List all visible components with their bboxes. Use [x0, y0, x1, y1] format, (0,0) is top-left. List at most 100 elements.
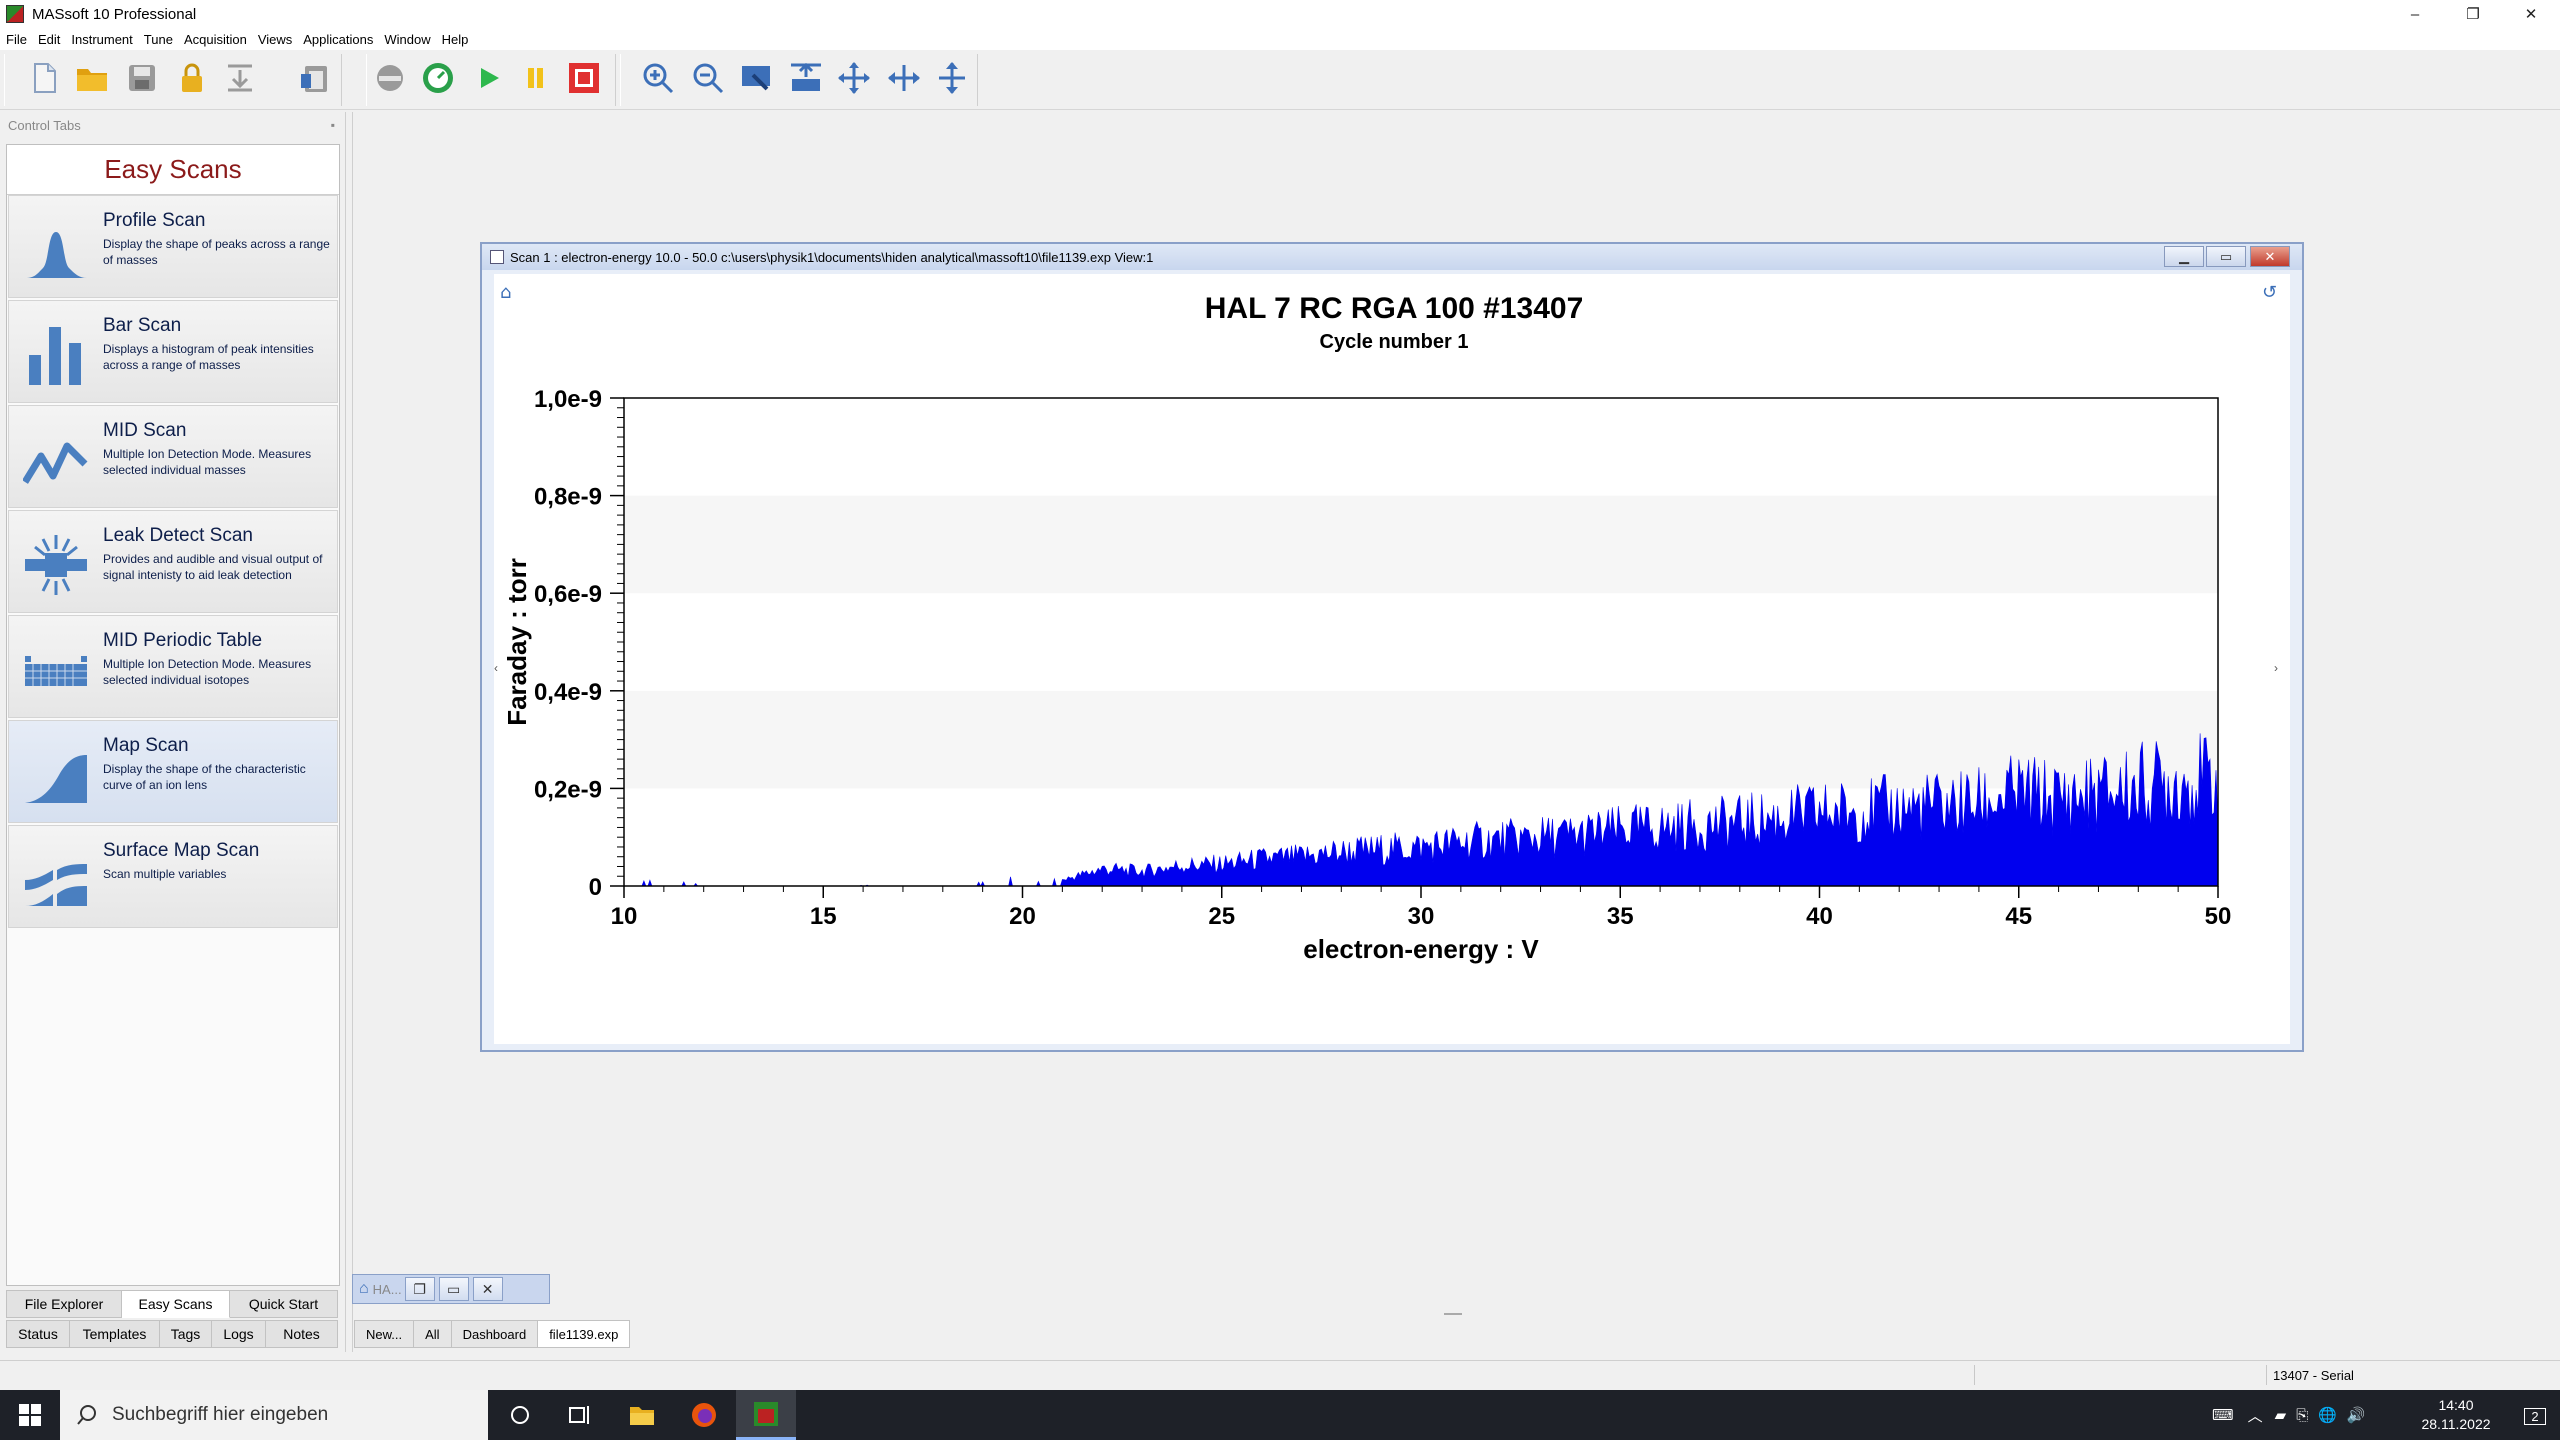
taskbar-search[interactable]: Suchbegriff hier eingeben	[60, 1390, 488, 1440]
expand-horizontal-icon[interactable]	[886, 60, 922, 96]
windows-start-icon[interactable]	[0, 1390, 60, 1440]
firefox-icon[interactable]	[674, 1390, 734, 1440]
tab-notes[interactable]: Notes	[266, 1320, 338, 1348]
window-title: MASsoft 10 Professional	[32, 5, 197, 23]
new-file-icon[interactable]	[26, 60, 62, 96]
scan-maximize-button[interactable]: ▭	[2206, 246, 2246, 267]
cortana-icon[interactable]	[490, 1390, 550, 1440]
close-icon[interactable]: ✕	[472, 1277, 503, 1301]
notification-count: 2	[2524, 1407, 2546, 1425]
menu-file[interactable]: File	[6, 31, 27, 47]
x-tick-label: 50	[2205, 903, 2232, 930]
splitter-handle[interactable]	[1444, 1313, 1462, 1315]
tab-file-explorer[interactable]: File Explorer	[6, 1290, 122, 1318]
volume-icon[interactable]: 🔊	[2346, 1407, 2366, 1424]
tab-status[interactable]: Status	[6, 1320, 70, 1348]
menu-bar: File Edit Instrument Tune Acquisition Vi…	[0, 28, 2560, 50]
profile-scan-item[interactable]: Profile Scan Display the shape of peaks …	[8, 195, 338, 298]
scan-item-title: MID Periodic Table	[103, 630, 263, 651]
x-tick-label: 30	[1408, 903, 1435, 930]
home-icon: ⌂	[359, 1280, 369, 1297]
tab-file1139[interactable]: file1139.exp	[538, 1320, 631, 1348]
tab-logs[interactable]: Logs	[212, 1320, 266, 1348]
massoft-taskbar-icon[interactable]	[736, 1390, 796, 1440]
tab-new[interactable]: New...	[354, 1320, 415, 1348]
electron-energy-chart[interactable]: ⌂ ↺ › ‹ HAL 7 RC RGA 100 #13407 Cycle number …	[494, 274, 2290, 1044]
bar-scan-item[interactable]: Bar Scan Displays a histogram of peak in…	[8, 300, 338, 403]
zoom-fit-icon[interactable]	[788, 60, 824, 96]
open-folder-icon[interactable]	[74, 60, 110, 96]
y-tick-label: 0	[589, 874, 602, 901]
keyboard-icon[interactable]: ⌨	[2212, 1407, 2234, 1424]
minimize-button[interactable]: –	[2410, 5, 2420, 23]
tab-dashboard[interactable]: Dashboard	[451, 1320, 539, 1348]
tray-chevron-icon[interactable]: ︿	[2247, 1407, 2263, 1425]
toolbar	[0, 50, 2560, 110]
search-icon	[77, 1405, 96, 1425]
mid-scan-icon	[23, 442, 88, 484]
save-icon[interactable]	[124, 60, 160, 96]
menu-views[interactable]: Views	[257, 31, 293, 47]
zoom-in-icon[interactable]	[640, 60, 676, 96]
menu-help[interactable]: Help	[441, 31, 469, 47]
x-tick-label: 25	[1208, 903, 1235, 930]
shield-icon[interactable]: ▰	[2274, 1407, 2287, 1424]
vacuum-icon[interactable]	[372, 60, 408, 96]
usb-icon[interactable]: ⎘	[2296, 1406, 2309, 1424]
pan-icon[interactable]	[836, 60, 872, 96]
mid-periodic-table-item[interactable]: MID Periodic Table Multiple Ion Detectio…	[8, 615, 338, 718]
app-logo-icon	[6, 5, 24, 23]
tab-easy-scans[interactable]: Easy Scans	[122, 1290, 230, 1318]
expand-vertical-icon[interactable]	[934, 60, 970, 96]
right-expand-icon[interactable]: ›	[2274, 661, 2278, 675]
stop-icon[interactable]	[566, 60, 602, 96]
gauge-icon[interactable]	[420, 60, 456, 96]
tab-quick-start[interactable]: Quick Start	[230, 1290, 338, 1318]
restore-icon[interactable]: ❐	[404, 1277, 435, 1301]
task-view-icon[interactable]	[550, 1390, 610, 1440]
tab-tags[interactable]: Tags	[160, 1320, 212, 1348]
leak-detect-scan-item[interactable]: Leak Detect Scan Provides and audible an…	[8, 510, 338, 613]
lock-icon[interactable]	[174, 60, 210, 96]
map-scan-icon	[25, 755, 87, 803]
grid-band	[624, 593, 2218, 691]
menu-edit[interactable]: Edit	[37, 31, 61, 47]
zoom-out-icon[interactable]	[690, 60, 726, 96]
scan-item-title: MID Scan	[103, 420, 187, 441]
minimized-window[interactable]: ⌂ HA... ❐ ▭ ✕	[352, 1274, 550, 1304]
scan-item-desc: Multiple Ion Detection Mode. Measures se…	[103, 657, 312, 687]
menu-instrument[interactable]: Instrument	[71, 31, 133, 47]
scan-window-titlebar[interactable]: Scan 1 : electron-energy 10.0 - 50.0 c:\…	[482, 244, 2302, 270]
close-button[interactable]: ✕	[2524, 6, 2538, 23]
scan-minimize-button[interactable]: ▁	[2164, 246, 2204, 267]
maximize-icon[interactable]: ▭	[438, 1277, 469, 1301]
download-icon[interactable]	[222, 60, 258, 96]
file-explorer-icon[interactable]	[612, 1390, 672, 1440]
taskbar: Suchbegriff hier eingeben ⌨ ︿ ▰ ⎘ 🌐 🔊 14…	[0, 1390, 2560, 1440]
clock[interactable]: 14:40 28.11.2022	[2414, 1396, 2498, 1434]
surface-map-scan-item[interactable]: Surface Map Scan Scan multiple variables	[8, 825, 338, 928]
chart-home-icon[interactable]: ⌂	[500, 282, 511, 303]
zoom-rect-icon[interactable]	[738, 60, 774, 96]
menu-applications[interactable]: Applications	[303, 31, 374, 47]
tab-templates[interactable]: Templates	[70, 1320, 160, 1348]
left-expand-icon[interactable]: ‹	[494, 661, 498, 675]
menu-acquisition[interactable]: Acquisition	[183, 31, 247, 47]
title-bar: MASsoft 10 Professional – ❐ ✕	[0, 0, 2560, 28]
maximize-button[interactable]: ❐	[2466, 6, 2480, 23]
surface-map-icon	[25, 864, 87, 906]
notification-icon[interactable]: 2	[2518, 1402, 2552, 1430]
network-icon[interactable]: 🌐	[2318, 1407, 2337, 1424]
easy-scans-title: Easy Scans	[7, 145, 339, 195]
scan-close-button[interactable]: ✕	[2250, 246, 2290, 267]
menu-window[interactable]: Window	[384, 31, 431, 47]
play-icon[interactable]	[470, 60, 506, 96]
tab-all[interactable]: All	[414, 1320, 452, 1348]
history-icon[interactable]: ↺	[2262, 282, 2277, 303]
menu-tune[interactable]: Tune	[143, 31, 173, 47]
mid-scan-item[interactable]: MID Scan Multiple Ion Detection Mode. Me…	[8, 405, 338, 508]
map-scan-item[interactable]: Map Scan Display the shape of the charac…	[8, 720, 338, 823]
clipboard-icon[interactable]	[298, 60, 334, 96]
pause-icon[interactable]	[518, 60, 554, 96]
pin-icon[interactable]: ▪	[330, 118, 335, 132]
